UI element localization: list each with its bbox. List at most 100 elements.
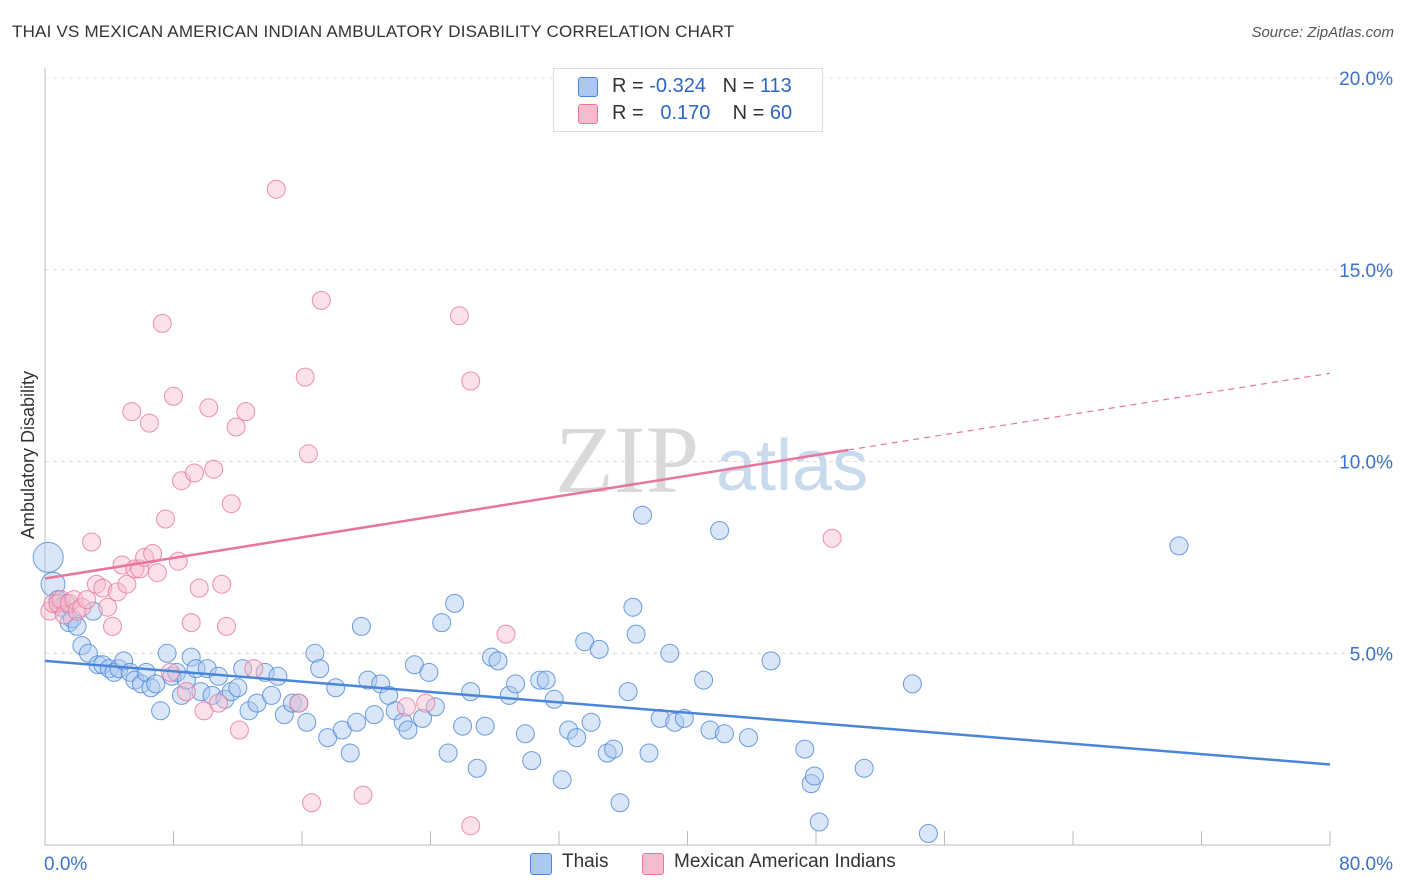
- thais-point[interactable]: [67, 616, 87, 636]
- mexican-point[interactable]: [289, 693, 309, 713]
- thais-point[interactable]: [488, 651, 508, 671]
- mexican-point[interactable]: [295, 367, 315, 387]
- mexican-point[interactable]: [416, 693, 436, 713]
- thais-point[interactable]: [255, 662, 275, 682]
- thais-point[interactable]: [347, 712, 367, 732]
- mexican-point[interactable]: [461, 371, 481, 391]
- mexican-point[interactable]: [164, 386, 183, 406]
- thais-point[interactable]: [326, 678, 346, 698]
- thais-point[interactable]: [544, 689, 564, 709]
- thais-point[interactable]: [467, 758, 487, 778]
- mexican-point[interactable]: [103, 616, 122, 636]
- mexican-point[interactable]: [64, 590, 84, 610]
- thais-point[interactable]: [83, 601, 103, 621]
- thais-point[interactable]: [358, 670, 378, 690]
- thais-point[interactable]: [761, 651, 781, 671]
- mexican-point[interactable]: [184, 463, 204, 483]
- thais-point[interactable]: [151, 701, 171, 721]
- thais-point[interactable]: [854, 758, 874, 778]
- thais-point[interactable]: [530, 670, 550, 690]
- thais-point[interactable]: [660, 643, 680, 663]
- mexican-point[interactable]: [461, 816, 481, 836]
- thais-point[interactable]: [32, 541, 64, 573]
- thais-point[interactable]: [795, 739, 815, 759]
- thais-point[interactable]: [282, 693, 302, 713]
- thais-point[interactable]: [419, 662, 439, 682]
- mexican-point[interactable]: [496, 624, 516, 644]
- thais-point[interactable]: [475, 716, 495, 736]
- mexican-point[interactable]: [209, 693, 228, 713]
- mexican-point[interactable]: [266, 179, 286, 199]
- thais-point[interactable]: [364, 705, 384, 725]
- thais-point[interactable]: [398, 720, 418, 740]
- thais-point[interactable]: [610, 793, 630, 813]
- thais-point[interactable]: [131, 674, 151, 694]
- thais-point[interactable]: [202, 685, 222, 705]
- thais-point[interactable]: [1169, 536, 1189, 556]
- thais-point[interactable]: [522, 751, 542, 771]
- thais-point[interactable]: [297, 712, 317, 732]
- mexican-point[interactable]: [93, 578, 113, 598]
- thais-point[interactable]: [515, 724, 535, 744]
- mexican-point[interactable]: [117, 574, 137, 594]
- thais-point[interactable]: [114, 651, 134, 671]
- mexican-point[interactable]: [98, 597, 118, 617]
- mexican-point[interactable]: [396, 697, 416, 717]
- mexican-point[interactable]: [48, 593, 68, 613]
- thais-point[interactable]: [72, 636, 92, 656]
- thais-point[interactable]: [801, 774, 821, 794]
- thais-point[interactable]: [626, 624, 646, 644]
- mexican-point[interactable]: [156, 509, 175, 529]
- thais-point[interactable]: [809, 812, 829, 832]
- mexican-point[interactable]: [181, 613, 201, 633]
- thais-point[interactable]: [305, 643, 325, 663]
- thais-point[interactable]: [567, 728, 587, 748]
- mexican-point[interactable]: [107, 582, 127, 602]
- mexican-point[interactable]: [152, 313, 172, 333]
- mexican-point[interactable]: [302, 793, 322, 813]
- thais-point[interactable]: [559, 720, 579, 740]
- mexican-point[interactable]: [236, 402, 256, 422]
- thais-point[interactable]: [340, 743, 360, 763]
- thais-point[interactable]: [191, 682, 211, 702]
- thais-point[interactable]: [506, 674, 526, 694]
- mexican-point[interactable]: [77, 590, 97, 610]
- mexican-point[interactable]: [82, 532, 102, 552]
- mexican-point[interactable]: [226, 417, 246, 437]
- mexican-point[interactable]: [449, 306, 469, 326]
- thais-point[interactable]: [902, 674, 922, 694]
- thais-point[interactable]: [694, 670, 714, 690]
- mexican-point[interactable]: [229, 720, 249, 740]
- mexican-point[interactable]: [40, 601, 60, 621]
- thais-point[interactable]: [228, 678, 248, 698]
- mexican-point[interactable]: [139, 413, 159, 433]
- thais-point[interactable]: [536, 670, 556, 690]
- thais-point[interactable]: [461, 682, 481, 702]
- thais-point[interactable]: [623, 597, 643, 617]
- thais-point[interactable]: [633, 505, 652, 525]
- thais-point[interactable]: [425, 697, 445, 717]
- mexican-point[interactable]: [353, 785, 373, 805]
- thais-point[interactable]: [918, 824, 938, 843]
- mexican-point[interactable]: [122, 402, 142, 422]
- thais-point[interactable]: [804, 766, 824, 786]
- thais-point[interactable]: [438, 743, 458, 763]
- thais-point[interactable]: [665, 712, 685, 732]
- mexican-point[interactable]: [298, 444, 318, 464]
- thais-point[interactable]: [445, 593, 465, 613]
- thais-point[interactable]: [581, 712, 601, 732]
- thais-point[interactable]: [604, 739, 624, 759]
- thais-point[interactable]: [215, 689, 235, 709]
- thais-point[interactable]: [146, 674, 166, 694]
- mexican-point[interactable]: [221, 494, 241, 514]
- mexican-point[interactable]: [212, 574, 232, 594]
- thais-point[interactable]: [432, 613, 452, 633]
- mexican-point[interactable]: [199, 398, 219, 418]
- thais-point[interactable]: [385, 701, 405, 721]
- mexican-point[interactable]: [176, 682, 196, 702]
- thais-point[interactable]: [739, 728, 758, 748]
- thais-point[interactable]: [453, 716, 473, 736]
- thais-point[interactable]: [639, 743, 659, 763]
- mexican-point[interactable]: [822, 528, 842, 548]
- thais-point[interactable]: [239, 701, 259, 721]
